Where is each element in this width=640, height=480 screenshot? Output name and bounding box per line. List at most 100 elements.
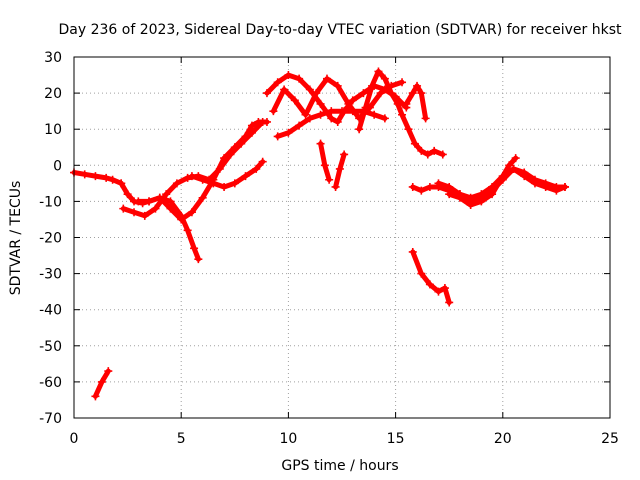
series-track-10 <box>316 139 334 184</box>
data-point-marker <box>209 179 218 188</box>
data-point-marker <box>295 74 304 83</box>
data-point-marker <box>316 99 325 108</box>
data-point-marker <box>560 182 569 191</box>
data-point-marker <box>327 114 336 123</box>
data-point-marker <box>430 146 439 155</box>
data-point-marker <box>552 186 561 195</box>
y-tick-label: 30 <box>44 50 62 66</box>
data-point-marker <box>380 74 389 83</box>
data-point-marker <box>108 175 117 184</box>
data-point-marker <box>380 114 389 123</box>
y-tick-label: -30 <box>39 267 62 283</box>
data-point-marker <box>434 287 443 296</box>
data-point-marker <box>166 197 175 206</box>
data-point-marker <box>434 179 443 188</box>
data-point-marker <box>398 78 407 87</box>
data-point-marker <box>301 110 310 119</box>
data-point-marker <box>466 201 475 210</box>
data-point-marker <box>241 172 250 181</box>
data-point-marker <box>421 114 430 123</box>
series-track-8 <box>269 74 407 123</box>
data-point-marker <box>269 107 278 116</box>
data-point-marker <box>145 197 154 206</box>
x-tick-label: 15 <box>387 431 405 447</box>
series-track-9 <box>273 107 389 141</box>
data-point-marker <box>445 190 454 199</box>
data-point-marker <box>183 226 192 235</box>
data-point-marker <box>284 71 293 80</box>
data-point-marker <box>262 117 271 126</box>
data-point-marker <box>140 211 149 220</box>
data-point-marker <box>425 182 434 191</box>
data-point-marker <box>305 114 314 123</box>
data-point-marker <box>417 269 426 278</box>
data-point-marker <box>408 89 417 98</box>
data-point-marker <box>194 255 203 264</box>
data-point-marker <box>322 74 331 83</box>
data-point-marker <box>370 110 379 119</box>
data-point-marker <box>123 190 132 199</box>
series-track-11 <box>331 150 349 191</box>
data-point-marker <box>130 208 139 217</box>
data-point-marker <box>230 143 239 152</box>
data-point-marker <box>172 179 181 188</box>
series-line <box>403 83 429 121</box>
data-point-marker <box>198 193 207 202</box>
data-point-marker <box>230 179 239 188</box>
data-point-marker <box>254 117 263 126</box>
y-tick-label: -20 <box>39 231 62 247</box>
data-point-marker <box>417 186 426 195</box>
data-point-marker <box>404 125 413 134</box>
data-point-marker <box>438 150 447 159</box>
data-point-marker <box>530 179 539 188</box>
series-track-1 <box>70 168 126 188</box>
data-point-marker <box>258 157 267 166</box>
data-point-marker <box>273 132 282 141</box>
series-line <box>410 166 568 201</box>
y-tick-label: -60 <box>39 375 62 391</box>
data-point-marker <box>80 170 89 179</box>
data-point-marker <box>348 107 357 116</box>
y-tick-label: 0 <box>53 158 62 174</box>
data-point-marker <box>91 172 100 181</box>
x-tick-label: 5 <box>177 431 186 447</box>
data-point-marker <box>177 215 186 224</box>
series-line <box>135 119 270 222</box>
data-series <box>70 67 569 401</box>
data-point-marker <box>410 139 419 148</box>
data-point-marker <box>97 377 106 386</box>
y-tick-label: -70 <box>39 411 62 427</box>
series-track-14 <box>408 247 454 307</box>
data-point-marker <box>273 78 282 87</box>
data-point-marker <box>104 367 113 376</box>
data-point-marker <box>119 204 128 213</box>
data-point-marker <box>445 298 454 307</box>
data-point-marker <box>509 164 518 173</box>
data-point-marker <box>198 175 207 184</box>
data-point-marker <box>166 204 175 213</box>
data-point-marker <box>134 197 143 206</box>
data-point-marker <box>247 121 256 130</box>
data-point-marker <box>511 154 520 163</box>
data-point-marker <box>241 132 250 141</box>
data-point-marker <box>455 193 464 202</box>
data-point-marker <box>425 280 434 289</box>
data-point-marker <box>361 103 370 112</box>
x-tick-label: 10 <box>279 431 297 447</box>
data-point-marker <box>440 284 449 293</box>
axes-ticks: 0 5 10 15 20 25 -70 -60 -50 -40 -30 -20 -10 0 10 20 30 <box>39 50 619 447</box>
data-point-marker <box>252 164 261 173</box>
data-point-marker <box>445 182 454 191</box>
data-point-marker <box>335 164 344 173</box>
data-point-marker <box>262 89 271 98</box>
series-track-12 <box>355 67 447 159</box>
y-tick-label: -50 <box>39 339 62 355</box>
data-point-marker <box>220 154 229 163</box>
data-point-marker <box>190 244 199 253</box>
data-point-marker <box>151 204 160 213</box>
series-track-13 <box>402 81 430 123</box>
series-line <box>446 155 519 208</box>
y-tick-label: 10 <box>44 122 62 138</box>
data-point-marker <box>280 85 289 94</box>
